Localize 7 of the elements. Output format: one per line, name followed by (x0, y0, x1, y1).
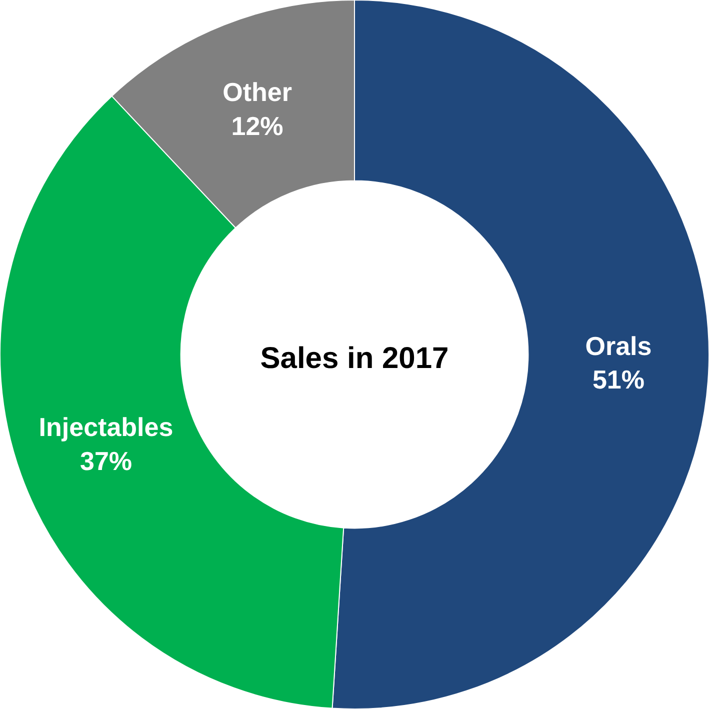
slice-label: Orals (585, 330, 652, 361)
slice-label: Injectables (38, 412, 174, 442)
text: Sales in 2017 (260, 342, 449, 375)
slice-label: Other (222, 77, 292, 108)
data-label: 37% (80, 446, 132, 476)
data-label: 51% (592, 364, 644, 395)
data-label: 12% (231, 110, 284, 141)
